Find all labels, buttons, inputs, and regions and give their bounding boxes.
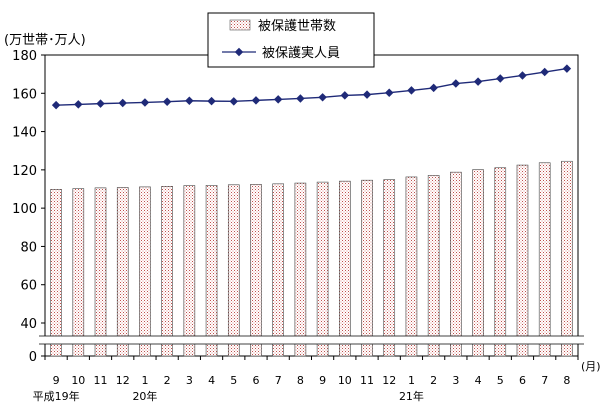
line-point [562,64,572,73]
line-point [229,97,239,106]
bar [116,187,129,357]
x-tick-label: 2 [430,374,437,387]
bar [516,164,529,357]
legend-swatch-bar [229,19,251,31]
x-tick-label: 8 [563,374,570,387]
x-tick-label: 5 [230,374,237,387]
bar [383,179,396,357]
x-tick-label: 5 [497,374,504,387]
bar [94,187,107,357]
legend-label-line: 被保護実人員 [262,45,340,61]
y-tick-label: 60 [20,279,37,294]
x-tick-label: 11 [360,374,374,387]
bar [561,160,573,357]
y-tick-label: 140 [12,126,37,141]
y-tick-label: 180 [12,49,37,64]
bar [161,186,173,357]
x-unit-label: (月) [581,360,601,373]
bar [339,180,351,357]
bar-series [50,160,573,357]
bar [294,182,307,357]
line-point [273,95,283,104]
bar [472,169,484,357]
x-tick-label: 2 [164,374,171,387]
bar [227,184,240,357]
bar [183,185,196,357]
line-point [473,77,483,86]
bar [361,179,373,357]
bar [72,188,85,357]
x-tick-label: 3 [186,374,193,387]
legend: 被保護世帯数 被保護実人員 [207,12,375,68]
line-point [340,91,350,100]
x-tick-label: 3 [452,374,459,387]
line-series [51,64,572,110]
y-tick-label: 80 [20,240,37,255]
line-point [296,94,305,103]
break-gap [39,336,584,344]
line-point [207,96,216,106]
y-tick-label: 40 [20,317,37,332]
line-point [384,88,394,97]
x-tick-label: 10 [71,374,85,387]
line-point [429,83,438,93]
line-point [185,96,194,105]
x-tick-label: 12 [382,374,396,387]
x-tick-label: 6 [252,374,259,387]
y-unit-label: (万世帯･万人) [4,33,86,48]
x-tick-label: 4 [475,374,482,387]
line-point [362,90,372,99]
bar [427,175,440,357]
bar [205,185,218,357]
bar [250,184,262,357]
y-tick-label: 0 [29,350,37,365]
bar [494,167,507,357]
line-point [162,97,172,106]
line-point [318,93,327,102]
x-tick-label: 9 [53,374,60,387]
y-tick-label: 120 [12,164,37,179]
bar [272,183,284,357]
x-tick-label: 1 [408,374,415,387]
bar [450,171,462,357]
x-tick-label: 1 [141,374,148,387]
y-axis-ticks: 0 40 60 80 100 120 140 160 180 [12,49,45,365]
line-point [496,74,505,83]
line-point [118,98,127,108]
line-point [540,67,549,77]
x-tick-label: 7 [275,374,282,387]
line-point [251,96,261,105]
line-point [51,100,61,110]
axis-break [39,335,584,345]
line-point [140,98,150,107]
line-point [451,79,461,88]
line-point [407,86,416,95]
y-tick-label: 160 [12,87,37,102]
bar [316,181,329,357]
line-point [96,99,105,108]
bar [139,186,151,357]
x-tick-label: 7 [541,374,548,387]
x-tick-label: 11 [94,374,108,387]
x-tick-label: 10 [338,374,352,387]
year-label: 21年 [399,389,424,403]
year-label: 20年 [132,389,157,403]
bar [538,162,551,357]
bar [50,189,62,357]
x-tick-label: 8 [297,374,304,387]
legend-label-bar: 被保護世帯数 [258,18,336,34]
x-tick-label: 4 [208,374,215,387]
x-tick-label: 12 [116,374,130,387]
legend-marker [234,47,244,57]
line-point [74,100,83,109]
x-tick-label: 9 [319,374,326,387]
y-tick-label: 100 [12,202,37,217]
year-label: 平成19年 [33,389,80,403]
series-line [56,67,568,106]
x-tick-label: 6 [519,374,526,387]
bar [405,176,418,357]
line-point [518,71,527,80]
